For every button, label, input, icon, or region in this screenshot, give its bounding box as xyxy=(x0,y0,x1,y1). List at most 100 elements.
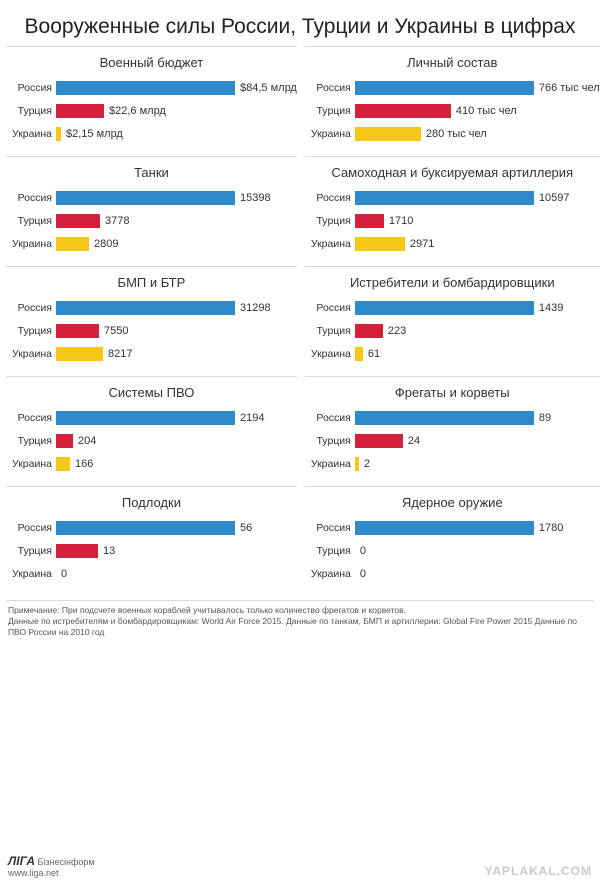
panel-title: БМП и БТР xyxy=(6,271,297,296)
panel-title: Фрегаты и корветы xyxy=(305,381,600,406)
chart-panel: ПодлодкиРоссия56Турция13Украина0 xyxy=(6,486,297,596)
panel-title: Ядерное оружие xyxy=(305,491,600,516)
country-label: Турция xyxy=(6,325,56,337)
bar xyxy=(56,457,70,471)
bar-value: 13 xyxy=(98,545,115,557)
bar-value: 766 тыс чел xyxy=(534,82,600,94)
country-label: Турция xyxy=(305,545,355,557)
bar-row: Украина 166 xyxy=(6,453,297,475)
bar-area: 3778 xyxy=(56,213,297,229)
bar xyxy=(355,104,451,118)
chart-panel: Военный бюджетРоссия$84,5 млрдТурция$22,… xyxy=(6,46,297,156)
bar xyxy=(56,81,235,95)
bar-value: 0 xyxy=(355,545,366,557)
bar-row: Россия2194 xyxy=(6,407,297,429)
country-label: Россия xyxy=(305,192,355,204)
country-label: Украина xyxy=(305,568,355,580)
bar xyxy=(56,544,98,558)
bar-row: Россия$84,5 млрд xyxy=(6,77,297,99)
bar xyxy=(355,411,534,425)
bar xyxy=(355,521,534,535)
bar-area: 166 xyxy=(56,456,297,472)
bar-area: 2 xyxy=(355,456,600,472)
bar-area: 1439 xyxy=(355,300,600,316)
country-label: Турция xyxy=(6,215,56,227)
bar-row: Россия31298 xyxy=(6,297,297,319)
bar-row: Россия10597 xyxy=(305,187,600,209)
country-label: Украина xyxy=(6,128,56,140)
bar-area: 204 xyxy=(56,433,297,449)
bar-value: 56 xyxy=(235,522,252,534)
bar xyxy=(355,301,534,315)
country-label: Россия xyxy=(305,522,355,534)
bar-area: 280 тыс чел xyxy=(355,126,600,142)
bar-value: 2 xyxy=(359,458,370,470)
bar-row: Турция204 xyxy=(6,430,297,452)
chart-panel: Ядерное оружиеРоссия1780Турция0Украина0 xyxy=(305,486,600,596)
bar xyxy=(355,237,405,251)
bar-value: 61 xyxy=(363,348,380,360)
country-label: Турция xyxy=(305,435,355,447)
bar-row: Россия 56 xyxy=(6,517,297,539)
country-label: Турция xyxy=(305,105,355,117)
bar-area: 56 xyxy=(56,520,297,536)
bar-value: 7550 xyxy=(99,325,128,337)
bar-value: $22,6 млрд xyxy=(104,105,166,117)
bar-row: Украина2809 xyxy=(6,233,297,255)
bar-row: Россия1439 xyxy=(305,297,600,319)
country-label: Украина xyxy=(305,128,355,140)
bar-area: 2809 xyxy=(56,236,297,252)
bar-value: 410 тыс чел xyxy=(451,105,517,117)
country-label: Украина xyxy=(305,458,355,470)
bar xyxy=(56,521,235,535)
bar xyxy=(56,104,104,118)
bar-area: 2971 xyxy=(355,236,600,252)
chart-grid: Военный бюджетРоссия$84,5 млрд Турция $22,… xyxy=(0,46,600,596)
chart-panel: Самоходная и буксируемая артиллерияРосси… xyxy=(305,156,600,266)
panel-title: Военный бюджет xyxy=(6,51,297,76)
bar-value: 89 xyxy=(534,412,551,424)
country-label: Украина xyxy=(6,568,56,580)
country-label: Россия xyxy=(6,192,56,204)
bar-row: Россия 766 тыс чел xyxy=(305,77,600,99)
bar-row: Украина0 xyxy=(6,563,297,585)
chart-panel: Истребители и бомбардировщикиРоссия1439Т… xyxy=(305,266,600,376)
bar-row: Россия 15398 xyxy=(6,187,297,209)
bar-row: Украина 280 тыс чел xyxy=(305,123,600,145)
panel-title: Истребители и бомбардировщики xyxy=(305,271,600,296)
bar xyxy=(355,324,383,338)
bar xyxy=(56,347,103,361)
bar-area: 15398 xyxy=(56,190,297,206)
bar-area: 1710 xyxy=(355,213,600,229)
bar-value: $2,15 млрд xyxy=(61,128,123,140)
bar xyxy=(355,347,363,361)
country-label: Россия xyxy=(305,82,355,94)
bar-row: Украина61 xyxy=(305,343,600,365)
footnote-text: Примечание: При подсчете военных корабле… xyxy=(0,601,600,637)
bar-value: 0 xyxy=(56,568,67,580)
bar-area: 31298 xyxy=(56,300,297,316)
panel-title: Подлодки xyxy=(6,491,297,516)
bar-row: Турция 7550 xyxy=(6,320,297,342)
bar-value: 15398 xyxy=(235,192,271,204)
bar xyxy=(56,434,73,448)
chart-panel: Системы ПВОРоссия2194Турция204Украина166 xyxy=(6,376,297,486)
bar-area: $2,15 млрд xyxy=(56,126,297,142)
bar-value: 2971 xyxy=(405,238,434,250)
bar-area: 13 xyxy=(56,543,297,559)
country-label: Россия xyxy=(6,522,56,534)
bar-value: 8217 xyxy=(103,348,132,360)
chart-panel: ТанкиРоссия15398Турция3778Украина2809 xyxy=(6,156,297,266)
panel-title: Самоходная и буксируемая артиллерия xyxy=(305,161,600,186)
country-label: Украина xyxy=(6,348,56,360)
country-label: Россия xyxy=(6,302,56,314)
panel-title: Личный состав xyxy=(305,51,600,76)
bar-row: Турция3778 xyxy=(6,210,297,232)
country-label: Украина xyxy=(6,458,56,470)
bar-row: Украина 2 xyxy=(305,453,600,475)
bar-value: 166 xyxy=(70,458,93,470)
bar-value: 280 тыс чел xyxy=(421,128,487,140)
bar-area: 61 xyxy=(355,346,600,362)
bar-row: Россия89 xyxy=(305,407,600,429)
country-label: Турция xyxy=(6,435,56,447)
